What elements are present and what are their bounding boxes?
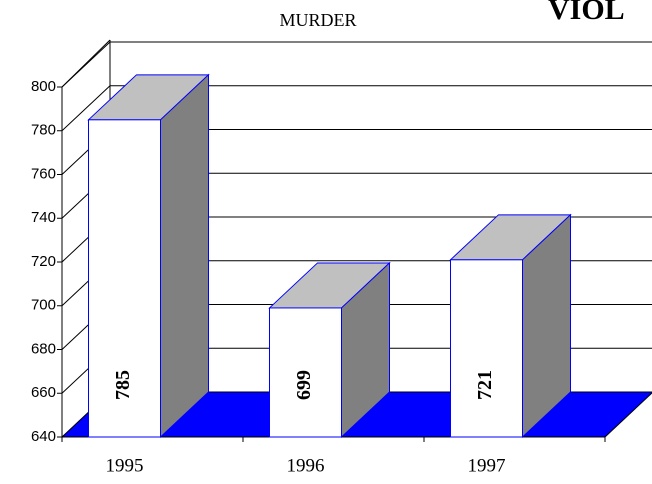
grid-line-side	[61, 41, 111, 88]
x-tick-label: 1996	[287, 455, 325, 476]
header-text: VIOL	[548, 0, 625, 26]
value-label: 785	[112, 370, 134, 400]
y-tick-label: 800	[31, 78, 56, 95]
y-tick-label: 640	[31, 428, 56, 445]
bar	[88, 119, 161, 438]
x-tick-label: 1995	[106, 455, 144, 476]
chart-title: MURDER	[279, 10, 356, 30]
bar	[269, 307, 342, 438]
x-tick-label: 1997	[468, 455, 506, 476]
x-axis-side	[604, 392, 652, 438]
bar	[450, 259, 523, 438]
y-tick-label: 760	[31, 165, 56, 182]
y-tick-label: 660	[31, 384, 56, 401]
value-label: 699	[293, 370, 315, 400]
y-tick-label: 740	[31, 209, 56, 226]
y-tick-label: 680	[31, 340, 56, 357]
y-tick-label: 720	[31, 253, 56, 270]
grid-line-side	[61, 85, 111, 132]
value-label: 721	[474, 370, 496, 400]
y-tick-label: 700	[31, 297, 56, 314]
y-tick-label: 780	[31, 122, 56, 139]
bar-side	[160, 73, 209, 439]
